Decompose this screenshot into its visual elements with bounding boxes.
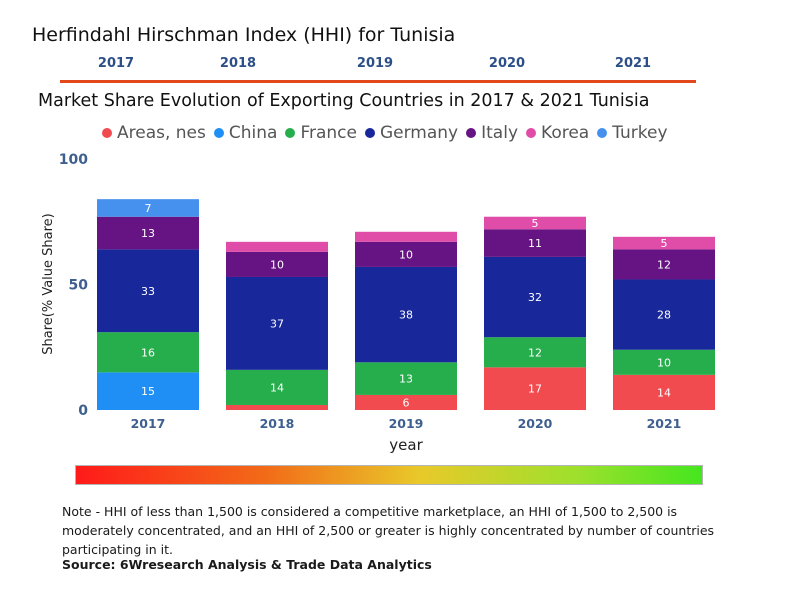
data-label-areas-nes-2021: 14 [657,386,671,399]
legend-label-turkey: Turkey [612,123,668,143]
bar-areas-nes-2021 [613,374,715,410]
timeline-year-2018: 2018 [219,56,257,71]
bar-korea-2020 [484,216,586,230]
bar-france-2021 [613,349,715,375]
hhi-gradient-scale [75,465,703,485]
data-label-france-2019: 13 [399,373,413,386]
data-label-italy-2021: 12 [657,258,671,271]
timeline-year-2021: 2021 [614,56,652,71]
y-tick-100: 100 [59,152,88,168]
bar-areas-nes-2019 [355,394,457,410]
y-tick-0: 0 [78,403,88,419]
data-label-korea-2021: 5 [661,237,668,250]
legend-swatch-france [285,128,296,138]
y-tick-50: 50 [69,278,89,294]
bar-italy-2021 [613,249,715,280]
bar-areas-nes-2020 [484,367,586,410]
data-label-china-2017: 15 [141,385,155,398]
legend-swatch-italy [466,128,477,138]
chart-legend: Areas, nes China France Germany Italy Korea Tu… [102,121,676,145]
legend-label-italy: Italy [481,123,519,143]
data-label-italy-2020: 11 [528,237,542,250]
x-tick-2020: 2020 [518,416,553,431]
bar-france-2017 [97,332,199,373]
chart-title: Market Share Evolution of Exporting Coun… [38,91,650,111]
bar-italy-2017 [97,216,199,250]
data-label-italy-2019: 10 [399,248,413,261]
data-label-italy-2017: 13 [141,227,155,240]
data-label-germany-2020: 32 [528,291,542,304]
bar-korea-2021 [613,236,715,250]
bar-germany-2018 [226,276,328,370]
bar-italy-2020 [484,229,586,257]
bar-france-2020 [484,337,586,368]
legend-item-korea: Korea [526,123,589,143]
source-line: Source: 6Wresearch Analysis & Trade Data… [62,557,432,572]
data-label-france-2017: 16 [141,346,155,359]
y-axis-label: Share(% Value Share) [41,213,56,355]
legend-item-areas-nes: Areas, nes [102,123,206,143]
legend-item-china: China [213,123,278,143]
legend-swatch-germany [364,128,375,138]
bar-germany-2021 [613,279,715,350]
legend-label-china: China [228,123,278,143]
legend-swatch-areas-nes [102,128,112,138]
timeline-year-2017: 2017 [97,56,135,71]
legend-label-germany: Germany [379,123,459,143]
bar-france-2018 [226,369,328,405]
bar-germany-2017 [97,249,199,333]
data-label-germany-2019: 38 [399,309,413,322]
data-label-germany-2018: 37 [270,317,284,330]
stacked-bar-chart: 0 50 100 Share(% Value Share) 15 16 33 13 7 2017 1… [41,152,715,454]
legend-swatch-china [213,128,224,138]
bar-areas-nes-2018 [226,404,328,410]
bar-germany-2019 [355,266,457,363]
timeline-line [60,80,696,83]
timeline-year-2020: 2020 [488,56,526,71]
legend-item-france: France [285,123,357,143]
year-timeline: 2017 2018 2019 2020 2021 [60,56,696,86]
x-tick-2019: 2019 [389,416,424,431]
legend-label-areas-nes: Areas, nes [117,123,206,143]
bar-france-2019 [355,362,457,395]
legend-swatch-korea [526,128,537,138]
data-label-germany-2017: 33 [141,285,155,298]
data-label-france-2021: 10 [657,356,671,369]
legend-label-korea: Korea [541,123,590,143]
bar-korea-2018 [226,241,328,252]
bar-italy-2019 [355,241,457,267]
legend-label-france: France [300,123,357,143]
x-axis-label: year [389,436,423,454]
x-tick-2021: 2021 [647,416,682,431]
bar-italy-2018 [226,251,328,277]
data-label-korea-2020: 5 [532,217,539,230]
data-label-germany-2021: 28 [657,309,671,322]
hhi-note: Note - HHI of less than 1,500 is conside… [62,504,715,557]
legend-item-turkey: Turkey [597,123,668,143]
data-label-italy-2018: 10 [270,258,284,271]
data-label-areas-nes-2020: 17 [528,383,542,396]
data-label-areas-nes-2019: 6 [403,396,410,409]
legend-swatch-turkey [597,128,608,138]
hhi-title: Herfindahl Hirschman Index (HHI) for Tun… [32,24,456,46]
legend-item-germany: Germany [364,123,459,143]
x-tick-2018: 2018 [260,416,295,431]
data-label-france-2020: 12 [528,346,542,359]
bar-china-2017 [97,372,199,410]
bar-germany-2020 [484,256,586,338]
bar-turkey-2017 [97,199,199,217]
data-label-turkey-2017: 7 [145,202,152,215]
x-tick-2017: 2017 [131,416,166,431]
legend-item-italy: Italy [466,123,518,143]
bar-korea-2019 [355,231,457,242]
timeline-year-2019: 2019 [356,56,394,71]
data-label-france-2018: 14 [270,381,284,394]
